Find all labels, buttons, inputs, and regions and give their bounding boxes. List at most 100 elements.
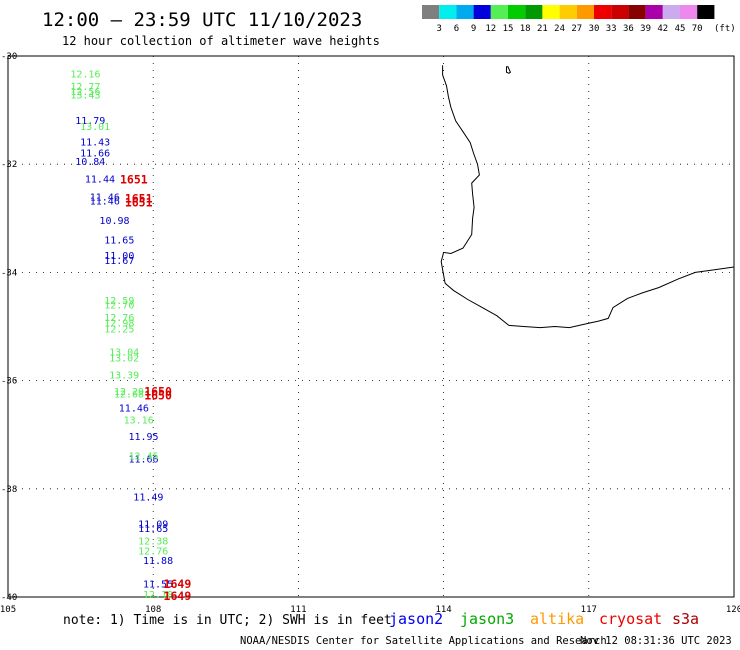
y-tick-label: -30	[1, 52, 17, 62]
color-scale-unit: (ft)	[714, 24, 736, 34]
satellite-legend: jason2 jason3 altika cryosat s3a	[389, 610, 699, 628]
wave-height-label: 11.00	[104, 251, 134, 262]
scale-label: 33	[606, 24, 617, 34]
wave-height-label: 12.68	[114, 390, 144, 401]
time-annotation: 1649	[164, 577, 192, 591]
legend-s3a: s3a	[672, 610, 699, 628]
color-scale-labels: 3 6 9 12 15 18 21 24 27 30 33 36 39 42 45 70	[436, 24, 702, 34]
time-annotation: 1651	[125, 191, 153, 205]
wave-height-label: 13.16	[124, 416, 154, 427]
wave-height-label: 11.66	[128, 455, 158, 466]
time-annotation: 1650	[144, 389, 172, 403]
y-tick-label: -34	[1, 268, 17, 278]
wave-height-label: 11.65	[104, 235, 134, 246]
wave-height-label: 11.65	[138, 524, 168, 535]
scale-swatch	[697, 5, 715, 19]
generated-timestamp: Nov 12 08:31:36 UTC 2023	[580, 635, 732, 647]
scale-swatch	[559, 5, 577, 19]
legend-altika: altika	[530, 610, 584, 628]
wave-height-label: 13.02	[109, 353, 139, 364]
wave-height-label: 11.67	[104, 256, 134, 267]
wave-height-label: 12.76	[104, 313, 134, 324]
x-tick-label: 114	[435, 605, 451, 615]
scale-label: 9	[471, 24, 476, 34]
x-tick-label: 120	[726, 605, 740, 615]
scale-swatch	[422, 5, 440, 19]
wave-height-label: 11.79	[75, 116, 105, 127]
scale-swatch	[576, 5, 594, 19]
wave-height-label: 12.70	[104, 300, 134, 311]
wave-height-label: 11.46	[119, 404, 149, 415]
scale-label: 18	[520, 24, 531, 34]
scale-label: 27	[571, 24, 582, 34]
legend-cryosat: cryosat	[599, 610, 662, 628]
wave-height-label: 13.04	[109, 347, 139, 358]
wave-height-label: 10.98	[99, 216, 129, 227]
legend-jason3: jason3	[460, 610, 514, 628]
wave-height-label: 12.56	[70, 87, 100, 98]
scale-label: 36	[623, 24, 634, 34]
scale-label: 70	[692, 24, 703, 34]
axis-ticks: 105 108 111 114 117 120 -30 -32 -34 -36 -38 -40	[0, 52, 740, 615]
scale-label: 3	[436, 24, 441, 34]
wave-height-label: 11.66	[80, 148, 110, 159]
scale-swatch	[542, 5, 560, 19]
scale-swatch	[628, 5, 646, 19]
wave-height-label: 11.95	[128, 432, 158, 443]
x-tick-label: 111	[290, 605, 306, 615]
scale-swatch	[439, 5, 457, 19]
wave-height-label: 11.88	[143, 556, 173, 567]
chart-title: 12:00 — 23:59 UTC 11/10/2023	[42, 9, 362, 31]
wave-height-label: 13.01	[80, 122, 110, 133]
plot-frame	[7, 55, 735, 598]
scale-swatch	[645, 5, 663, 19]
wave-height-label: 12.45	[128, 451, 158, 462]
x-tick-label: 117	[581, 605, 597, 615]
time-annotation: 1650	[144, 384, 172, 398]
scale-label: 6	[454, 24, 459, 34]
scale-label: 21	[537, 24, 548, 34]
coastline	[440, 65, 735, 329]
wave-height-label: 12.25	[104, 325, 134, 336]
time-annotation: 1651	[125, 196, 153, 210]
wave-height-label: 12.18	[143, 590, 173, 601]
scale-label: 42	[657, 24, 668, 34]
y-tick-label: -36	[1, 377, 17, 387]
wave-height-label: 12.29	[114, 387, 144, 398]
chart-subtitle: 12 hour collection of altimeter wave hei…	[62, 34, 380, 48]
wave-height-label: 11.09	[138, 520, 168, 531]
scale-label: 45	[675, 24, 686, 34]
scale-label: 12	[485, 24, 496, 34]
time-annotation: 1651	[120, 172, 148, 186]
y-tick-label: -40	[1, 593, 17, 603]
wave-height-label: 13.43	[70, 90, 100, 101]
wave-height-label: 12.38	[138, 536, 168, 547]
scale-swatch	[680, 5, 698, 19]
scale-swatch	[473, 5, 491, 19]
scale-swatch	[508, 5, 526, 19]
wave-height-label: 12.98	[104, 318, 134, 329]
color-scale	[422, 5, 715, 19]
y-tick-label: -32	[1, 160, 17, 170]
scale-swatch	[594, 5, 612, 19]
scale-swatch	[490, 5, 508, 19]
wave-height-label: 12.77	[70, 82, 100, 93]
wave-height-label: 11.55	[143, 580, 173, 591]
scale-swatch	[662, 5, 680, 19]
time-annotation: 1649	[164, 589, 192, 603]
observation-labels: 11.7911.4311.6610.8411.4411.4611.4610.98…	[70, 69, 173, 600]
footnote: note: 1) Time is in UTC; 2) SWH is in fe…	[63, 613, 392, 628]
wave-height-label: 10.84	[75, 157, 105, 168]
legend-jason2: jason2	[389, 610, 443, 628]
x-tick-label: 105	[0, 605, 16, 615]
island-path	[506, 66, 512, 74]
scale-swatch	[611, 5, 629, 19]
wave-height-label: 13.39	[109, 371, 139, 382]
scale-label: 15	[503, 24, 514, 34]
wave-height-label: 11.49	[133, 492, 163, 503]
wave-height-label: 11.43	[80, 138, 110, 149]
scale-label: 24	[554, 24, 565, 34]
credit-line: NOAA/NESDIS Center for Satellite Applica…	[240, 635, 607, 647]
